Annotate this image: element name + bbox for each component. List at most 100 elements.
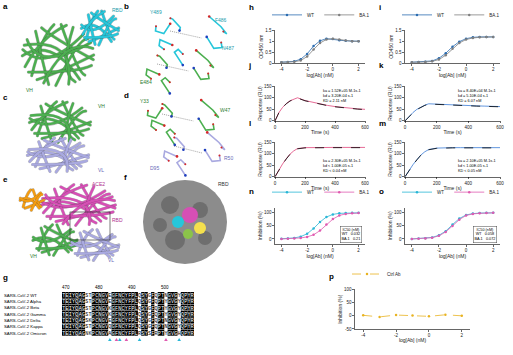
svg-text:BA.1: BA.1 bbox=[359, 190, 369, 195]
svg-text:50: 50 bbox=[346, 300, 352, 305]
svg-text:log[Ab] (nM): log[Ab] (nM) bbox=[439, 72, 467, 78]
svg-text:0: 0 bbox=[404, 125, 407, 130]
svg-text:l: l bbox=[249, 119, 251, 128]
svg-text:2: 2 bbox=[357, 67, 360, 72]
svg-text:D95: D95 bbox=[150, 165, 159, 171]
svg-text:0: 0 bbox=[428, 333, 431, 338]
svg-text:SARS-CoV-2 Kappa: SARS-CoV-2 Kappa bbox=[4, 324, 43, 329]
svg-text:R: R bbox=[191, 318, 194, 324]
svg-text:OD450 nm: OD450 nm bbox=[388, 35, 394, 59]
svg-text:1: 1 bbox=[269, 39, 272, 44]
svg-text:0: 0 bbox=[269, 118, 272, 123]
svg-text:ka = 2.30E+05 M-1s-1kd < 1.00E: ka = 2.30E+05 M-1s-1kd < 1.00E-05 s-1KD … bbox=[323, 159, 361, 173]
svg-text:Y489: Y489 bbox=[150, 9, 162, 15]
svg-text:RBD: RBD bbox=[112, 7, 123, 13]
svg-text:j: j bbox=[248, 61, 251, 70]
svg-text:WT: WT bbox=[437, 190, 444, 195]
svg-text:k: k bbox=[379, 61, 384, 70]
svg-text:150: 150 bbox=[264, 140, 272, 145]
svg-text:R: R bbox=[191, 306, 194, 312]
svg-text:0: 0 bbox=[349, 313, 352, 318]
svg-text:d: d bbox=[124, 91, 129, 100]
svg-text:0: 0 bbox=[465, 67, 468, 72]
svg-text:0: 0 bbox=[269, 237, 272, 242]
svg-text:0: 0 bbox=[399, 174, 402, 179]
svg-text:VL: VL bbox=[98, 167, 104, 173]
svg-text:SARS-CoV-2 Beta: SARS-CoV-2 Beta bbox=[4, 305, 40, 310]
svg-text:100: 100 bbox=[264, 151, 272, 156]
svg-text:0: 0 bbox=[399, 61, 402, 66]
svg-text:VH: VH bbox=[30, 253, 37, 259]
svg-text:R50: R50 bbox=[224, 155, 233, 161]
svg-text:Inhibition (%): Inhibition (%) bbox=[387, 211, 393, 241]
svg-text:50: 50 bbox=[396, 107, 402, 112]
svg-text:VL: VL bbox=[108, 257, 114, 263]
svg-text:m: m bbox=[379, 119, 386, 128]
svg-text:Inhibition (%): Inhibition (%) bbox=[257, 211, 263, 241]
svg-text:p: p bbox=[329, 272, 334, 281]
svg-text:SARS-CoV-2 Gamma: SARS-CoV-2 Gamma bbox=[4, 312, 46, 317]
svg-text:Time (s): Time (s) bbox=[443, 185, 461, 191]
svg-text:WT: WT bbox=[307, 190, 314, 195]
svg-text:log[Ab] (nM): log[Ab] (nM) bbox=[306, 253, 334, 259]
svg-text:Response (RU): Response (RU) bbox=[387, 86, 393, 121]
svg-text:-2: -2 bbox=[437, 67, 441, 72]
svg-text:1: 1 bbox=[399, 39, 402, 44]
svg-text:log[Ab] (nM): log[Ab] (nM) bbox=[439, 253, 467, 259]
svg-text:600: 600 bbox=[361, 125, 369, 130]
svg-text:R: R bbox=[191, 331, 194, 337]
svg-text:f: f bbox=[124, 173, 127, 182]
svg-text:SARS-CoV-2 Delta: SARS-CoV-2 Delta bbox=[4, 318, 41, 323]
svg-text:RBD: RBD bbox=[218, 181, 229, 187]
svg-text:ACE2: ACE2 bbox=[92, 181, 105, 187]
svg-text:Time (s): Time (s) bbox=[311, 129, 329, 135]
svg-text:50: 50 bbox=[266, 163, 272, 168]
svg-text:0: 0 bbox=[269, 61, 272, 66]
svg-text:SARS-CoV-2 WT: SARS-CoV-2 WT bbox=[4, 293, 37, 298]
svg-text:R: R bbox=[191, 299, 194, 305]
svg-text:Response (RU): Response (RU) bbox=[257, 142, 263, 177]
svg-text:150: 150 bbox=[394, 84, 402, 89]
svg-text:WT: WT bbox=[307, 13, 314, 18]
svg-text:50: 50 bbox=[396, 223, 402, 228]
svg-text:log[Ab] (nM): log[Ab] (nM) bbox=[306, 72, 334, 78]
svg-text:480: 480 bbox=[95, 285, 103, 290]
svg-text:-2: -2 bbox=[394, 333, 398, 338]
svg-text:e: e bbox=[3, 175, 8, 184]
svg-text:-4: -4 bbox=[279, 67, 283, 72]
svg-text:470: 470 bbox=[62, 285, 70, 290]
svg-text:ka = 8.40E+04 M-1s-1kd = 5.10E: ka = 8.40E+04 M-1s-1kd = 5.10E-04 s-1KD … bbox=[458, 89, 496, 103]
svg-text:50: 50 bbox=[266, 223, 272, 228]
svg-text:BA.1: BA.1 bbox=[359, 13, 369, 18]
svg-text:200: 200 bbox=[301, 125, 309, 130]
svg-text:n: n bbox=[249, 187, 254, 196]
svg-text:100: 100 bbox=[264, 95, 272, 100]
svg-text:h: h bbox=[249, 3, 254, 12]
svg-text:500: 500 bbox=[161, 285, 169, 290]
svg-text:100: 100 bbox=[394, 151, 402, 156]
svg-text:VH: VH bbox=[98, 103, 105, 109]
svg-text:log[Ab] (nM): log[Ab] (nM) bbox=[399, 337, 427, 343]
svg-text:100: 100 bbox=[344, 287, 352, 292]
svg-text:-50: -50 bbox=[345, 327, 352, 332]
svg-text:150: 150 bbox=[394, 140, 402, 145]
svg-text:50: 50 bbox=[266, 107, 272, 112]
svg-text:100: 100 bbox=[394, 210, 402, 215]
svg-text:0: 0 bbox=[274, 125, 277, 130]
svg-text:150: 150 bbox=[264, 84, 272, 89]
svg-text:a: a bbox=[3, 2, 8, 11]
svg-text:OD450 nm: OD450 nm bbox=[258, 35, 264, 59]
svg-text:2: 2 bbox=[492, 248, 495, 253]
svg-text:2: 2 bbox=[357, 248, 360, 253]
svg-text:0: 0 bbox=[399, 237, 402, 242]
svg-text:490: 490 bbox=[128, 285, 136, 290]
svg-text:ka = 2.10E+05 M-1s-1kd < 1.00E: ka = 2.10E+05 M-1s-1kd < 1.00E-05 s-1KD … bbox=[458, 159, 496, 173]
svg-text:-4: -4 bbox=[410, 248, 414, 253]
svg-text:200: 200 bbox=[301, 181, 309, 186]
svg-text:WT: WT bbox=[437, 13, 444, 18]
svg-text:IC50 (nM)WT 0.058BA.1 0.07: IC50 (nM)WT 0.058BA.1 0.072 bbox=[475, 228, 496, 242]
svg-text:BA.1: BA.1 bbox=[489, 190, 499, 195]
svg-text:-2: -2 bbox=[305, 67, 309, 72]
svg-text:Ctrl Ab: Ctrl Ab bbox=[387, 272, 401, 277]
svg-text:Response (RU): Response (RU) bbox=[257, 86, 263, 121]
